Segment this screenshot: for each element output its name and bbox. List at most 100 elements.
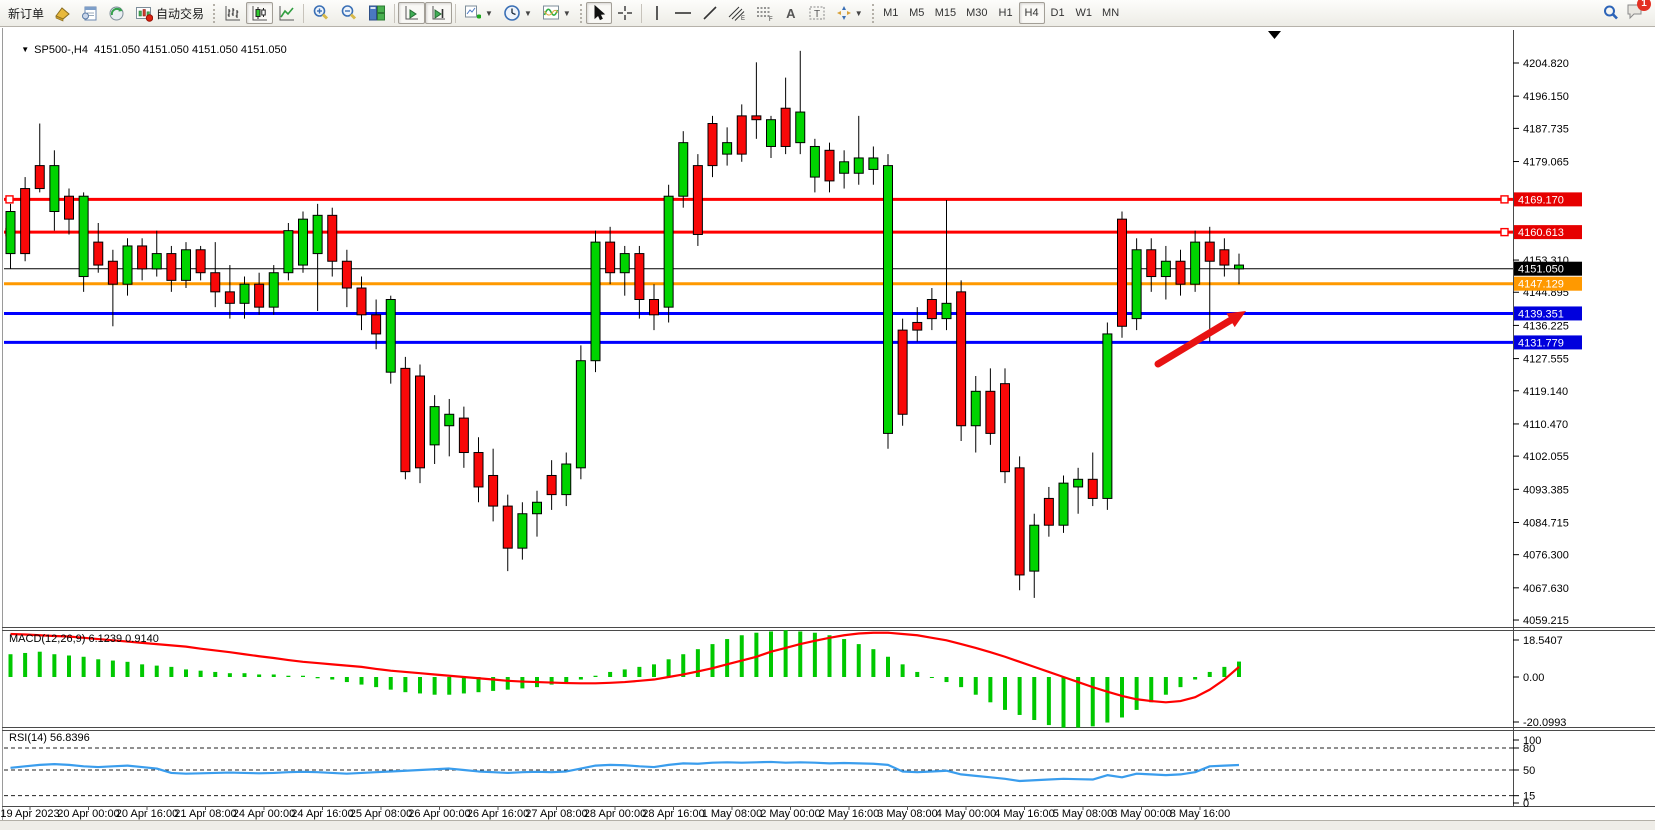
timeframe-button-h1[interactable]: H1 bbox=[993, 2, 1019, 24]
macd-histogram-bar bbox=[154, 665, 159, 677]
chart-background bbox=[0, 27, 1655, 820]
line-handle[interactable] bbox=[1500, 195, 1509, 204]
line-handle[interactable] bbox=[5, 195, 14, 204]
price-badge-label: 4139.351 bbox=[1518, 308, 1564, 320]
macd-histogram-bar bbox=[739, 635, 744, 677]
arrows-button[interactable]: ▼ bbox=[831, 2, 868, 24]
candle-body bbox=[1058, 482, 1069, 526]
macd-histogram-bar bbox=[1061, 677, 1066, 728]
cursor-button[interactable] bbox=[585, 2, 612, 24]
navigator-button[interactable] bbox=[103, 2, 130, 24]
timeframe-button-mn[interactable]: MN bbox=[1097, 2, 1124, 24]
vertical-line-button[interactable] bbox=[645, 2, 669, 24]
candle-body bbox=[1014, 467, 1025, 576]
line-chart-icon bbox=[279, 5, 295, 20]
macd-tick-label: 0.00 bbox=[1523, 672, 1544, 684]
trendline-button[interactable] bbox=[697, 2, 723, 24]
macd-histogram-bar bbox=[213, 671, 218, 677]
macd-tick-label: 18.5407 bbox=[1523, 635, 1563, 647]
zoom-in-icon bbox=[313, 5, 329, 20]
new-order-button[interactable]: 新订单 bbox=[3, 2, 49, 24]
macd-histogram-bar bbox=[505, 677, 510, 690]
candle-body bbox=[473, 452, 484, 488]
toolbar-separator bbox=[394, 3, 396, 23]
auto-trading-button[interactable]: 自动交易 bbox=[130, 2, 209, 24]
candle-body bbox=[1204, 241, 1215, 262]
line-chart-button[interactable] bbox=[273, 2, 300, 24]
annotation-arrow[interactable] bbox=[1154, 316, 1235, 368]
candle-body bbox=[5, 211, 16, 255]
indicators-button[interactable]: ▼ bbox=[537, 2, 576, 24]
candle-body bbox=[883, 165, 893, 434]
timeframe-button-m15[interactable]: M15 bbox=[930, 2, 961, 24]
candle-body bbox=[663, 195, 674, 308]
macd-histogram-bar bbox=[8, 654, 13, 677]
candle-body bbox=[634, 253, 645, 300]
macd-histogram-bar bbox=[622, 669, 627, 677]
equidistant-channel-button[interactable]: E bbox=[723, 2, 751, 24]
zoom-in-button[interactable] bbox=[307, 2, 335, 24]
notifications-button[interactable]: 1 bbox=[1625, 0, 1651, 25]
line-handle[interactable] bbox=[1500, 227, 1509, 237]
price-badges: 4169.170 4160.613 4151.050 4147.129 4139.351… bbox=[1514, 192, 1582, 350]
time-tick-label: 24 Apr 16:00 bbox=[291, 808, 353, 820]
fibonacci-button[interactable]: F bbox=[751, 2, 779, 24]
candle-body bbox=[970, 390, 981, 427]
periods-button[interactable]: ▼ bbox=[498, 2, 537, 24]
timeframe-button-d1[interactable]: D1 bbox=[1045, 2, 1071, 24]
macd-histogram-bar bbox=[1032, 677, 1037, 721]
auto-scroll-button[interactable] bbox=[398, 2, 426, 24]
collapse-chart-icon[interactable]: ▼ bbox=[21, 45, 30, 54]
candle-body bbox=[429, 406, 440, 446]
macd-histogram-bar bbox=[403, 677, 408, 693]
timeframe-button-h4[interactable]: H4 bbox=[1018, 2, 1045, 24]
candle-body bbox=[751, 115, 762, 121]
search-button[interactable] bbox=[1597, 2, 1625, 24]
macd-histogram-bar bbox=[608, 671, 613, 677]
candle-body bbox=[312, 214, 323, 255]
candle-body bbox=[385, 298, 396, 373]
crosshair-button[interactable] bbox=[612, 2, 638, 24]
candle-body bbox=[1190, 241, 1201, 285]
candle-body bbox=[181, 249, 191, 281]
candle-body bbox=[649, 298, 659, 316]
candlestick-chart-button[interactable] bbox=[246, 2, 274, 24]
candle-body bbox=[795, 111, 806, 144]
macd-histogram-bar bbox=[125, 661, 130, 677]
macd-signal-line bbox=[10, 631, 1240, 704]
macd-histogram-bar bbox=[359, 677, 364, 685]
price-tick-label: 4110.470 bbox=[1523, 419, 1568, 431]
macd-histogram-bar bbox=[432, 677, 437, 695]
macd-histogram-bar bbox=[1149, 677, 1154, 703]
candle-body bbox=[224, 291, 235, 304]
timeframe-button-m30[interactable]: M30 bbox=[961, 2, 992, 24]
macd-histogram-bar bbox=[271, 674, 276, 677]
candle-body bbox=[1102, 333, 1113, 499]
timeframe-button-m5[interactable]: M5 bbox=[904, 2, 930, 24]
candle-body bbox=[1043, 497, 1054, 526]
horizontal-line-button[interactable] bbox=[669, 2, 697, 24]
market-watch-button[interactable] bbox=[49, 2, 76, 24]
chart-title-bar[interactable]: ▼ SP500-,H4 4151.050 4151.050 4151.050 41… bbox=[9, 32, 287, 68]
macd-histogram-bar bbox=[1105, 677, 1110, 723]
text-button[interactable]: A bbox=[779, 2, 803, 24]
candle-body bbox=[283, 230, 294, 274]
bar-chart-button[interactable] bbox=[219, 2, 246, 24]
new-chart-button[interactable]: ▼ bbox=[459, 2, 498, 24]
annotation-arrow-head[interactable] bbox=[1226, 311, 1246, 328]
timeframe-button-w1[interactable]: W1 bbox=[1071, 2, 1098, 24]
data-window-button[interactable] bbox=[76, 2, 103, 24]
candle-body bbox=[722, 142, 733, 155]
chart-shift-button[interactable] bbox=[425, 2, 453, 24]
timeframe-button-m1[interactable]: M1 bbox=[878, 2, 904, 24]
text-label-button[interactable]: T bbox=[803, 2, 831, 24]
chart-shift-marker[interactable] bbox=[1268, 31, 1281, 39]
macd-histogram-bar bbox=[652, 664, 656, 677]
zoom-out-button[interactable] bbox=[335, 2, 363, 24]
tile-windows-button[interactable] bbox=[363, 2, 391, 24]
macd-histogram-bar bbox=[184, 669, 188, 677]
macd-histogram-bar bbox=[549, 677, 554, 685]
macd-histogram-bar bbox=[110, 660, 115, 677]
